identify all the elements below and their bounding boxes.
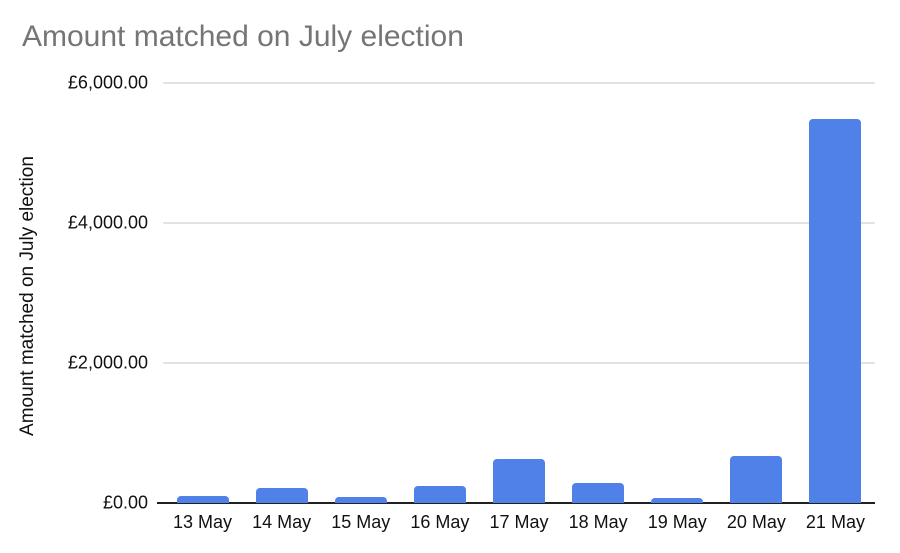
x-tick-label: 13 May [173,512,233,532]
gridline [163,82,875,84]
bar-14-may[interactable] [255,488,308,503]
bar-slot [400,83,479,503]
bar-slot [321,83,400,503]
x-tick-label: 15 May [331,512,391,532]
x-tick-label: 16 May [410,512,470,532]
y-tick-label: £0.00 [102,492,148,513]
gridline [163,362,875,364]
bar-slot [559,83,638,503]
bar-16-may[interactable] [413,486,466,503]
x-axis-baseline [157,502,875,504]
bar-19-may[interactable] [651,498,704,503]
chart-title: Amount matched on July election [22,20,464,53]
y-tick-label: £4,000.00 [67,212,148,233]
bar-21-may[interactable] [809,119,862,503]
bar-slot [638,83,717,503]
plot-area [157,82,875,504]
bar-17-may[interactable] [492,459,545,503]
bar-13-may[interactable] [176,496,229,503]
y-axis-title-text: Amount matched on July election [17,156,38,436]
y-tick-label: £6,000.00 [67,72,148,93]
y-tick-label: £2,000.00 [67,352,148,373]
bar-slot [242,83,321,503]
bar-slot [796,83,875,503]
x-tick-label: 14 May [252,512,312,532]
bar-18-may[interactable] [572,483,625,503]
x-tick-label: 17 May [489,512,549,532]
gridline [163,222,875,224]
bar-20-may[interactable] [730,456,783,503]
bar-15-may[interactable] [334,497,387,503]
x-tick-label: 20 May [726,512,786,532]
bar-slot [479,83,558,503]
bar-slot [163,83,242,503]
bar-slot [717,83,796,503]
x-tick-label: 19 May [647,512,707,532]
x-tick-label: 18 May [568,512,628,532]
x-tick-label: 21 May [805,512,865,532]
